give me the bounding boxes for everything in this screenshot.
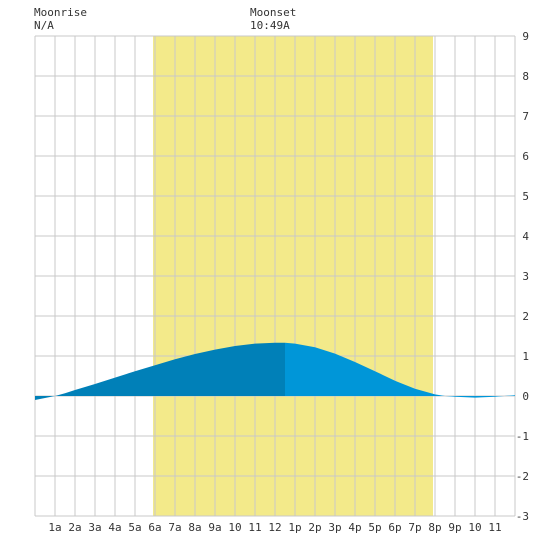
- moonrise-label: Moonrise: [34, 6, 87, 19]
- y-tick-label: -2: [516, 470, 529, 483]
- grid: [34, 35, 516, 517]
- tide-area-future: [285, 342, 515, 398]
- x-tick-label: 9a: [208, 521, 221, 534]
- x-tick-label: 8p: [428, 521, 441, 534]
- y-tick-label: 5: [522, 190, 529, 203]
- y-tick-label: 9: [522, 30, 529, 43]
- x-tick-label: 8a: [188, 521, 201, 534]
- x-tick-label: 12: [268, 521, 281, 534]
- x-tick-label: 11: [488, 521, 501, 534]
- y-tick-label: 8: [522, 70, 529, 83]
- tide-area: [35, 342, 515, 400]
- x-tick-label: 4p: [348, 521, 361, 534]
- y-tick-label: 4: [522, 230, 529, 243]
- x-tick-label: 9p: [448, 521, 461, 534]
- x-tick-label: 6p: [388, 521, 401, 534]
- x-tick-label: 2p: [308, 521, 321, 534]
- x-tick-label: 6a: [148, 521, 161, 534]
- y-tick-label: 6: [522, 150, 529, 163]
- x-tick-label: 5p: [368, 521, 381, 534]
- x-axis-ticks: 1a 2a 3a 4a 5a 6a 7a 8a 9a 10 11 12 1p 2p 3p 4p 5p 6p 7p 8p…: [48, 521, 501, 534]
- y-axis-ticks: 9 8 7 6 5 4 3 2 1 0 -1 -2 -3: [516, 30, 530, 523]
- x-tick-label: 7p: [408, 521, 421, 534]
- x-tick-label: 10: [228, 521, 241, 534]
- y-tick-label: 3: [522, 270, 529, 283]
- x-tick-label: 1p: [288, 521, 301, 534]
- y-tick-label: 7: [522, 110, 529, 123]
- x-tick-label: 4a: [108, 521, 121, 534]
- x-tick-label: 5a: [128, 521, 141, 534]
- x-tick-label: 1a: [48, 521, 61, 534]
- x-tick-label: 3p: [328, 521, 341, 534]
- x-tick-label: 11: [248, 521, 261, 534]
- moonset-label: Moonset: [250, 6, 297, 19]
- y-tick-label: 1: [522, 350, 529, 363]
- y-tick-label: 0: [522, 390, 529, 403]
- moonrise-value: N/A: [34, 19, 54, 32]
- y-tick-label: -1: [516, 430, 529, 443]
- y-tick-label: 2: [522, 310, 529, 323]
- x-tick-label: 3a: [88, 521, 101, 534]
- y-tick-label: -3: [516, 510, 529, 523]
- x-tick-label: 10: [468, 521, 481, 534]
- moonset-value: 10:49A: [250, 19, 290, 32]
- x-tick-label: 7a: [168, 521, 181, 534]
- x-tick-label: 2a: [68, 521, 81, 534]
- tide-area-past: [35, 342, 285, 400]
